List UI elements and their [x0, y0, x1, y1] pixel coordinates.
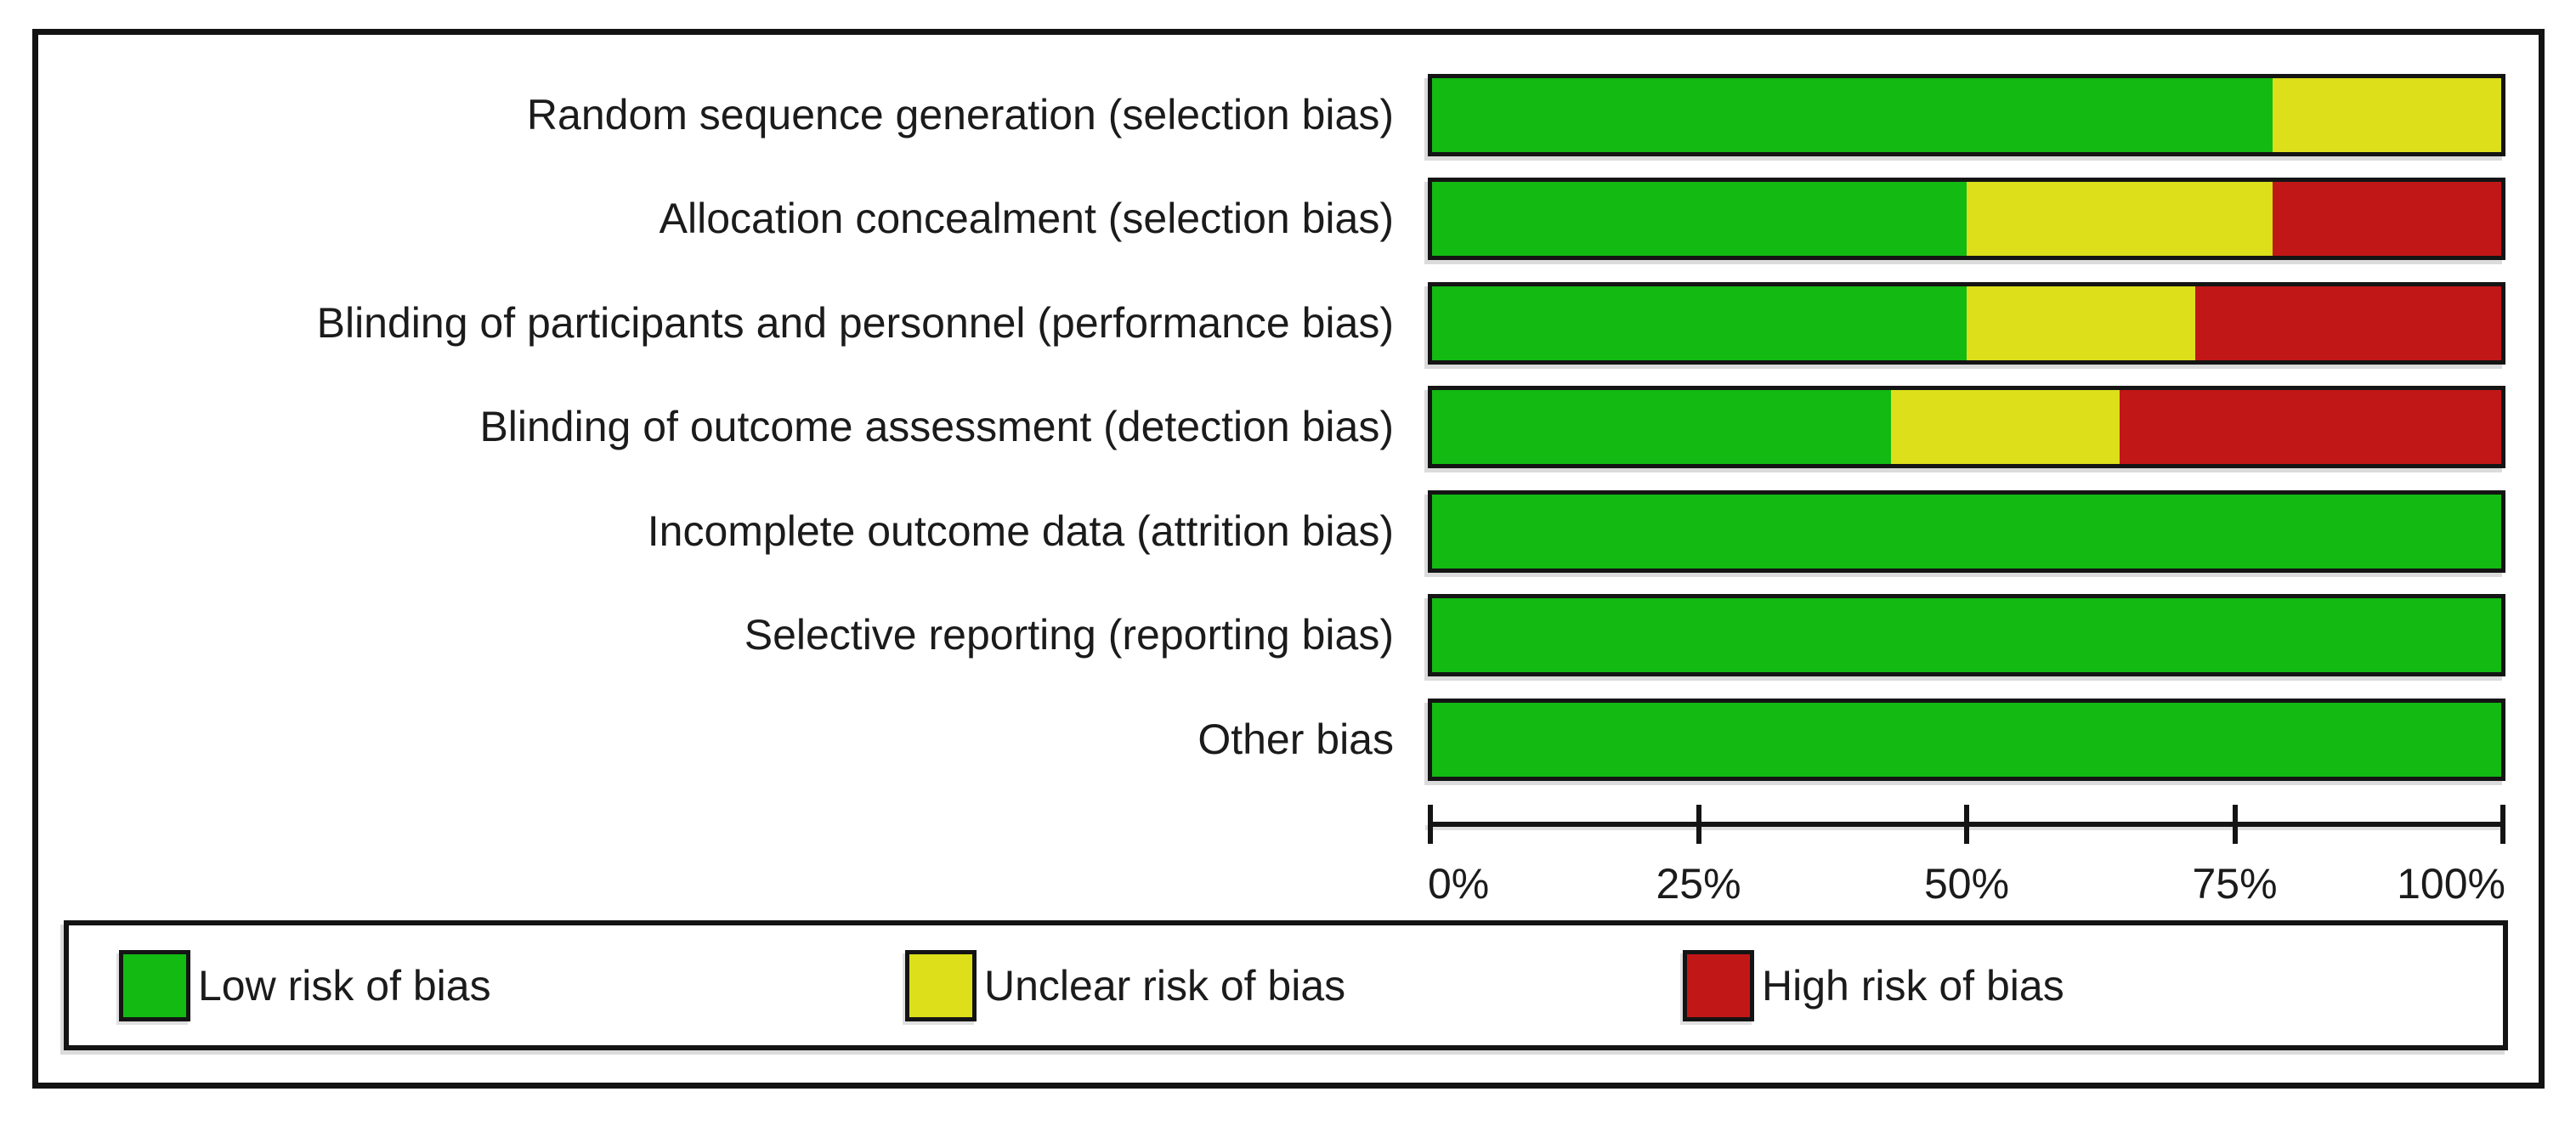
bar-segment-high [2119, 390, 2501, 464]
legend-item: Unclear risk of bias [905, 948, 1345, 1023]
stacked-bar [1428, 282, 2505, 365]
bar-segment-low [1432, 286, 1967, 360]
category-label: Incomplete outcome data (attrition bias) [647, 507, 1394, 555]
chart-row: Blinding of outcome assessment (detectio… [38, 386, 2539, 468]
chart-row: Incomplete outcome data (attrition bias) [38, 490, 2539, 573]
legend-label: Unclear risk of bias [984, 961, 1346, 1010]
chart-row: Selective reporting (reporting bias) [38, 594, 2539, 676]
category-label: Blinding of participants and personnel (… [316, 299, 1394, 347]
chart-area: Low risk of bias Unclear risk of bias Hi… [38, 35, 2539, 1083]
category-label: Other bias [1197, 716, 1394, 763]
bar-segment-low [1432, 495, 2501, 568]
bar-segment-unclear [1890, 390, 2120, 464]
stacked-bar [1428, 178, 2505, 260]
axis-tick-label: 75% [2192, 860, 2278, 908]
legend-box: Low risk of bias Unclear risk of bias Hi… [64, 920, 2508, 1050]
bar-segment-low [1432, 703, 2501, 777]
stacked-bar [1428, 74, 2505, 156]
axis-tick [1428, 805, 1433, 844]
axis-tick [1964, 805, 1969, 844]
axis-tick-label: 25% [1656, 860, 1741, 908]
legend-label: Low risk of bias [198, 961, 491, 1010]
legend-swatch [119, 949, 190, 1021]
axis-tick [2500, 805, 2505, 844]
chart-row: Allocation concealment (selection bias) [38, 178, 2539, 260]
category-label: Selective reporting (reporting bias) [744, 611, 1394, 659]
stacked-bar [1428, 386, 2505, 468]
category-label: Allocation concealment (selection bias) [659, 195, 1394, 242]
axis-tick [1696, 805, 1701, 844]
bar-segment-unclear [1967, 182, 2273, 256]
bar-segment-low [1432, 182, 1967, 256]
bar-segment-high [2195, 286, 2501, 360]
category-label: Blinding of outcome assessment (detectio… [479, 403, 1394, 450]
stacked-bar [1428, 490, 2505, 573]
axis-tick-label: 100% [2397, 860, 2505, 908]
category-label: Random sequence generation (selection bi… [526, 91, 1394, 139]
legend-label: High risk of bias [1762, 961, 2064, 1010]
bar-segment-unclear [2272, 78, 2501, 152]
risk-of-bias-figure: Low risk of bias Unclear risk of bias Hi… [32, 29, 2545, 1089]
bar-segment-low [1432, 390, 1891, 464]
stacked-bar [1428, 594, 2505, 676]
legend-swatch [1683, 949, 1754, 1021]
bar-segment-low [1432, 78, 2273, 152]
legend-swatch [905, 949, 977, 1021]
legend-item: Low risk of bias [119, 948, 491, 1023]
bar-segment-low [1432, 598, 2501, 672]
chart-row: Blinding of participants and personnel (… [38, 282, 2539, 365]
stacked-bar [1428, 699, 2505, 781]
legend-item: High risk of bias [1683, 948, 2064, 1023]
chart-row: Random sequence generation (selection bi… [38, 74, 2539, 156]
bar-segment-unclear [1967, 286, 2196, 360]
axis-tick-label: 50% [1923, 860, 2010, 908]
axis-tick-label: 0% [1428, 860, 1490, 908]
bar-segment-high [2272, 182, 2501, 256]
axis-tick [2232, 805, 2238, 844]
chart-row: Other bias [38, 699, 2539, 781]
